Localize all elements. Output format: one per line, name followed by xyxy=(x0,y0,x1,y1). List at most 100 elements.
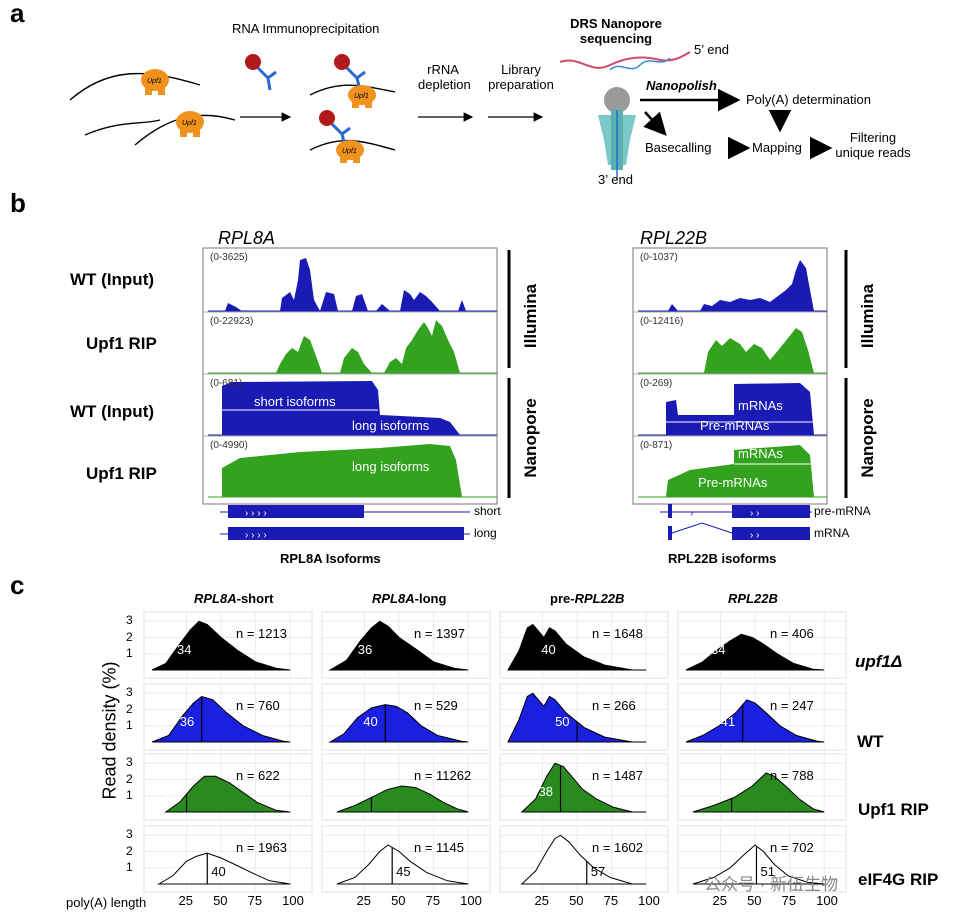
density-panel xyxy=(499,611,669,679)
isoform-model-long: › › › › xyxy=(220,527,470,541)
density-curve xyxy=(151,695,291,743)
row-label: WT xyxy=(857,732,884,751)
isoform-model-short: › › › › xyxy=(220,505,470,519)
rrna-depletion-label: rRNA depletion xyxy=(418,62,471,92)
density-panel xyxy=(677,683,847,751)
column-title-part: -long xyxy=(414,591,447,606)
svg-text:› ›: › › xyxy=(750,508,759,519)
median-value: 25 xyxy=(164,784,179,799)
x-tick-label: 25 xyxy=(356,893,371,908)
column-title-part: pre- xyxy=(550,591,575,606)
upf1-protein-icon xyxy=(176,111,204,137)
isoform-caption-rpl8a: RPL8A Isoforms xyxy=(280,551,381,566)
gene-title-rpl22b: RPL22B xyxy=(640,228,708,248)
coverage-track xyxy=(222,444,462,497)
x-tick-label: 100 xyxy=(282,893,304,908)
density-curve xyxy=(692,844,825,885)
rip-title: RNA Immunoprecipitation xyxy=(232,21,380,36)
sample-count: n = 760 xyxy=(236,698,280,713)
coverage-track xyxy=(208,320,497,373)
x-tick-label: 100 xyxy=(816,893,838,908)
density-panel xyxy=(499,825,669,893)
svg-text:Upf1: Upf1 xyxy=(182,120,197,127)
y-tick-label: 2 xyxy=(126,629,133,644)
y-tick-label: 3 xyxy=(126,755,133,770)
sample-count: n = 702 xyxy=(770,840,814,855)
x-tick-label: 50 xyxy=(391,893,406,908)
upf1-tag: Upf1 xyxy=(147,78,162,85)
isoform-annotation: mRNAs xyxy=(738,446,783,461)
watermark: 公众号 · 新伍生物 xyxy=(704,875,839,894)
track-range: (0-871) xyxy=(640,440,673,451)
column-title: RPL22B xyxy=(728,591,778,606)
polya-determination-label: Poly(A) determination xyxy=(746,92,871,107)
median-value: 36 xyxy=(179,714,195,729)
panel-a-label: a xyxy=(10,0,25,28)
density-panel xyxy=(499,683,669,751)
median-value: 40 xyxy=(541,642,556,657)
sample-count: n = 1602 xyxy=(592,840,643,855)
median-value: 30 xyxy=(349,784,364,799)
sample-count: n = 1213 xyxy=(236,626,287,641)
density-curve xyxy=(507,623,647,671)
basecalling-label: Basecalling xyxy=(645,140,712,155)
y-tick-label: 1 xyxy=(126,859,133,874)
panel-a-schematic: Upf1 Upf1 Upf1 Upf1 xyxy=(69,51,833,180)
x-tick-label: 100 xyxy=(638,893,660,908)
nanopore-icon xyxy=(598,87,636,180)
density-panel xyxy=(321,683,491,751)
y-tick-label: 1 xyxy=(126,717,133,732)
sample-count: n = 622 xyxy=(236,768,280,783)
sample-count: n = 406 xyxy=(770,626,814,641)
density-panel xyxy=(143,753,313,821)
library-prep-label: Library preparation xyxy=(488,62,554,92)
density-panel xyxy=(143,825,313,893)
density-curve xyxy=(685,699,825,743)
gene-title-rpl8a: RPL8A xyxy=(218,228,276,248)
x-tick-label: 50 xyxy=(213,893,228,908)
isoform-model-pre-mrna: › › › xyxy=(660,504,812,519)
y-tick-label: 2 xyxy=(126,701,133,716)
density-curve xyxy=(692,772,825,813)
median-value: 33 xyxy=(709,784,725,799)
y-tick-label: 3 xyxy=(126,613,133,628)
isoform-annotation: Pre-mRNAs xyxy=(700,418,770,433)
isoform-label-short: short xyxy=(474,504,501,518)
median-value: 51 xyxy=(760,864,775,879)
isoform-annotation: long isoforms xyxy=(352,418,430,433)
ip-complex-icon: Upf1 xyxy=(334,54,376,108)
svg-text:› ›: › › xyxy=(750,530,759,541)
density-curve xyxy=(507,692,647,743)
y-tick-label: 2 xyxy=(126,771,133,786)
row-label: Upf1 RIP xyxy=(858,800,929,819)
median-value: 45 xyxy=(396,864,411,879)
svg-text:› › › ›: › › › › xyxy=(245,508,267,519)
track-range: (0-3625) xyxy=(210,252,248,263)
density-curve xyxy=(328,704,469,743)
track-range: (0-681) xyxy=(210,378,243,389)
median-value: 40 xyxy=(211,864,226,879)
median-value: 57 xyxy=(590,864,606,879)
sample-count: n = 788 xyxy=(770,768,814,783)
y-tick-label: 2 xyxy=(126,843,133,858)
median-value: 36 xyxy=(357,642,373,657)
isoform-label-long: long xyxy=(474,526,497,540)
isoform-annotation: Pre-mRNAs xyxy=(698,475,768,490)
density-panel xyxy=(677,753,847,821)
sample-count: n = 1397 xyxy=(414,626,465,641)
x-tick-label: 75 xyxy=(247,893,263,908)
svg-text:Upf1: Upf1 xyxy=(354,93,369,100)
sample-count: n = 1487 xyxy=(592,768,643,783)
mapping-label: Mapping xyxy=(752,140,802,155)
ip-complex-icon: Upf1 xyxy=(319,110,364,163)
density-panel xyxy=(143,611,313,679)
svg-text:›: › xyxy=(690,508,693,519)
density-panel xyxy=(143,683,313,751)
density-panel xyxy=(321,611,491,679)
five-prime-end: 5’ end xyxy=(694,42,729,57)
median-value: 38 xyxy=(538,784,553,799)
y-tick-label: 1 xyxy=(126,787,133,802)
drs-label: DRS Nanopore sequencing xyxy=(570,16,662,46)
density-curve xyxy=(157,852,291,885)
